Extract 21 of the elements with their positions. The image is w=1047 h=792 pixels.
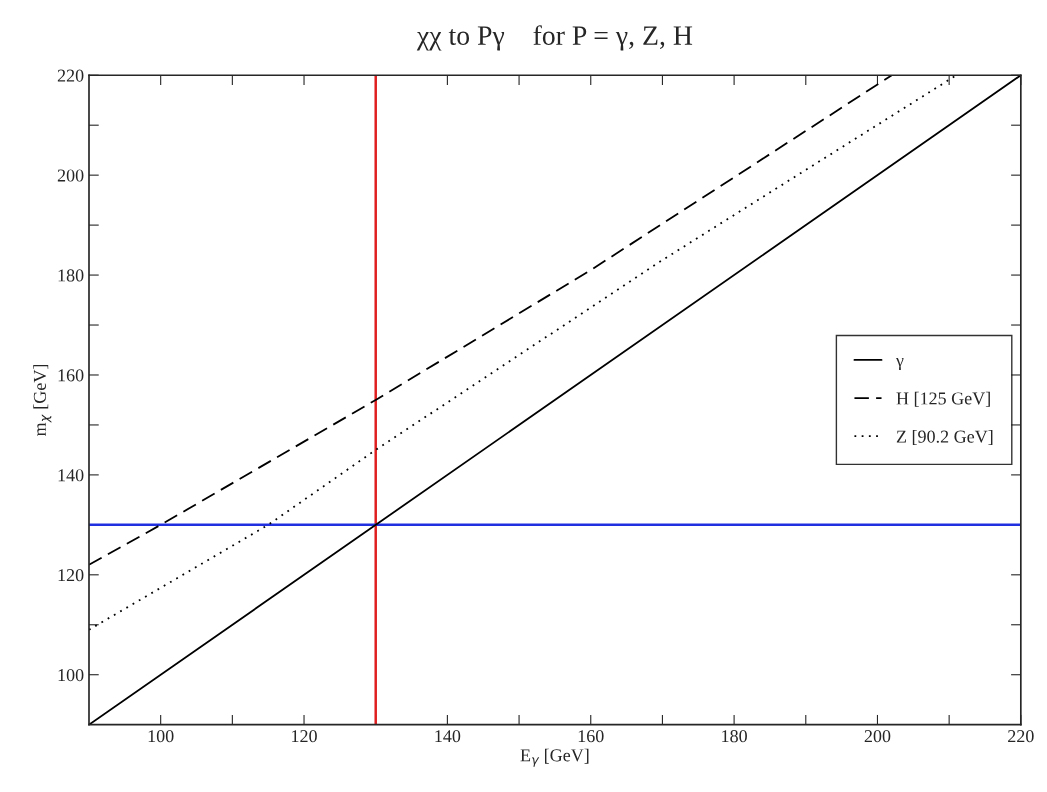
y-tick-label: 220 <box>57 69 84 82</box>
y-tick-label: 120 <box>58 569 84 582</box>
x-tick-label: 220 <box>1008 730 1034 743</box>
x-tick-label: 160 <box>578 730 604 743</box>
legend-label: H [125 GeV] <box>896 391 990 407</box>
y-tick-label: 140 <box>58 469 84 482</box>
y-tick-label: 200 <box>57 169 84 182</box>
y-tick-label: 180 <box>58 269 84 282</box>
x-tick-label: 100 <box>148 730 174 743</box>
legend-label: γ <box>895 357 904 371</box>
chart-title: χχ to Pγ for P = γ, Z, H <box>416 25 693 51</box>
y-tick-label: 100 <box>58 668 84 682</box>
x-axis-title: E$_{γ}$ [GeV] <box>520 748 589 767</box>
y-axis-title: m$_{χ}$ [GeV] <box>33 364 52 437</box>
x-tick-label: 140 <box>435 730 461 743</box>
legend-label: Z [90.2 GeV] <box>896 429 993 445</box>
x-tick-label: 120 <box>292 730 317 743</box>
x-tick-label: 180 <box>722 730 747 743</box>
line-series <box>88 75 893 566</box>
x-tick-label: 200 <box>864 730 891 743</box>
y-tick-label: 160 <box>58 369 84 382</box>
